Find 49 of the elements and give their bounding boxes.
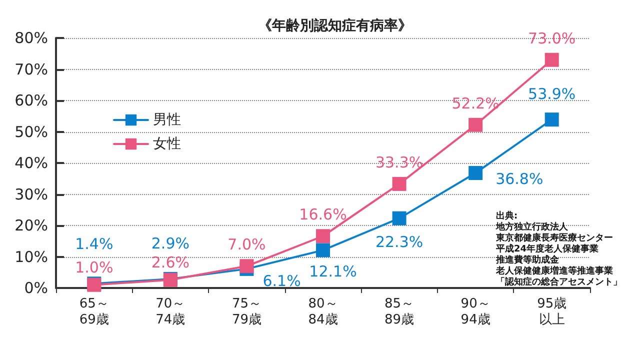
annotation: 東京都健康長寿医療センター: [495, 232, 613, 244]
data-label: 1.4%: [75, 235, 114, 254]
data-label: 53.9%: [528, 85, 576, 104]
point: [240, 259, 254, 274]
data-label: 33.3%: [375, 153, 424, 172]
x-tick-label: 90～94歳: [460, 296, 490, 328]
point: [468, 166, 483, 180]
y-tick-label: 10%: [14, 248, 48, 266]
legend-label: 男性: [153, 112, 181, 128]
x-tick-label: 75～79歳: [232, 296, 262, 328]
annotation: 地方独立行政法人: [495, 222, 569, 232]
y-tick-label: 0%: [24, 279, 48, 297]
annotation: 推進費等助成金: [495, 254, 560, 266]
legend-label: 女性: [153, 136, 181, 152]
point: [468, 118, 483, 132]
data-label: 16.6%: [299, 206, 347, 224]
x-tick-label: 85～89歳: [384, 296, 414, 328]
x-tick-label: 95歳以上: [537, 296, 567, 328]
y-tick-label: 40%: [14, 154, 48, 172]
x-tick-label: 80～84歳: [308, 296, 338, 328]
data-label: 12.1%: [309, 262, 357, 281]
data-label: 2.9%: [151, 234, 190, 252]
data-label: 22.3%: [375, 232, 424, 251]
data-label: 1.0%: [75, 258, 114, 276]
data-label: 36.8%: [496, 170, 544, 188]
data-label: 7.0%: [228, 236, 266, 254]
y-tick-label: 70%: [14, 60, 48, 78]
point: [316, 229, 330, 244]
y-tick-label: 80%: [14, 29, 48, 47]
annotation: 平成24年度老人保健事業: [495, 244, 599, 254]
point: [392, 176, 406, 191]
y-tick-label: 20%: [14, 216, 48, 234]
data-label: 6.1%: [262, 272, 301, 290]
point: [544, 52, 559, 67]
data-label: 73.0%: [528, 29, 576, 48]
x-tick-label: 65～69歳: [79, 296, 109, 328]
point: [544, 112, 559, 127]
y-tick-label: 50%: [14, 122, 48, 141]
y-tick-label: 60%: [14, 92, 48, 110]
x-tick-label: 70～74歳: [156, 296, 186, 328]
data-label: 2.6%: [151, 253, 190, 272]
y-tick-label: 30%: [14, 185, 48, 204]
annotation: 老人保健健康増進等推進事業: [495, 264, 613, 276]
chart-title: 《年齢別認知症有病率》: [258, 17, 412, 34]
annotation: 「認知症の総合アセスメント」: [496, 276, 622, 288]
data-label: 52.2%: [452, 94, 500, 112]
annotation: 出典:: [496, 210, 518, 222]
point: [316, 243, 330, 258]
point: [392, 211, 406, 226]
